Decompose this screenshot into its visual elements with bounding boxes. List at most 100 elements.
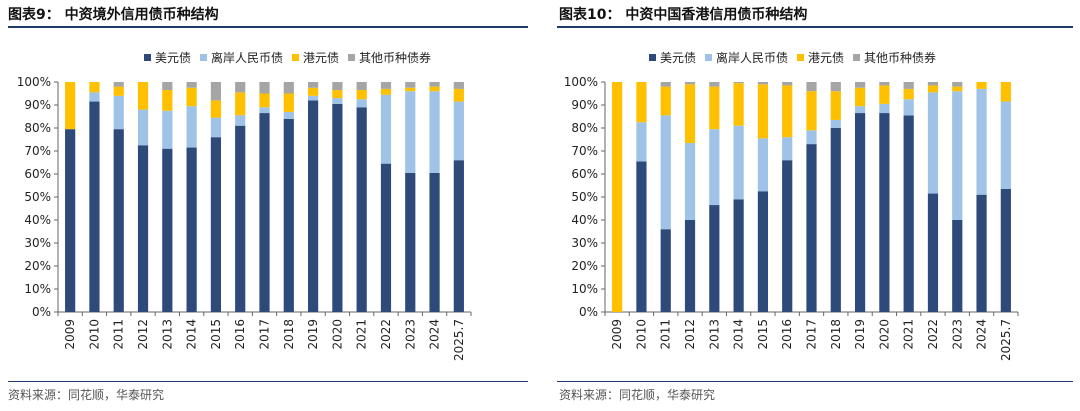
x-tick-label: 2020: [877, 319, 891, 350]
legend-label: 其他币种债券: [359, 50, 431, 65]
x-tick-label: 2021: [902, 319, 916, 350]
bar-segment-usd: [332, 103, 343, 312]
bar-segment-usd: [65, 129, 76, 312]
bar-segment-hkd: [830, 91, 841, 120]
bar-segment-hkd: [332, 90, 343, 99]
bar-segment-other: [660, 82, 671, 87]
bar-segment-usd: [283, 118, 294, 312]
bar-segment-other: [259, 82, 270, 94]
x-tick-label: 2023: [403, 319, 417, 350]
y-tick-label: 50%: [571, 190, 598, 204]
title-divider: [557, 26, 1073, 28]
y-tick-label: 80%: [24, 121, 51, 135]
bar-segment-other: [854, 82, 866, 88]
x-tick-label: 2018: [829, 319, 843, 350]
source-note: 资料来源：同花顺，华泰研究: [8, 388, 165, 402]
y-tick-label: 40%: [571, 213, 598, 227]
stacked-bar-chart-hongkong: 美元债 离岸人民币债 港元债 其他币种债券 0% 10% 20% 30% 40% 50% 60% 70…: [564, 50, 1019, 361]
bar-segment-other: [429, 82, 440, 87]
y-tick-label: 10%: [24, 282, 51, 296]
bar-segment-usd: [879, 113, 890, 312]
bar-segment-hkd: [782, 85, 793, 138]
bar-segment-usd: [453, 160, 464, 312]
legend-item: 其他币种债券: [348, 50, 431, 65]
bar-segment-cnh: [660, 115, 671, 230]
bar-segment-hkd: [283, 93, 294, 112]
bar-segment-hkd: [952, 86, 963, 92]
bar-segment-usd: [210, 137, 222, 312]
bar-segment-cnh: [89, 92, 100, 102]
bar-segment-usd: [162, 148, 173, 312]
x-tick-label: 2017: [805, 319, 819, 350]
chart-panel-left: 图表9： 中资境外信用债币种结构 美元债 离岸人民币债 港元债 其他币种债券 0% 10%…: [0, 0, 528, 411]
y-tick-label: 50%: [24, 190, 51, 204]
bar-segment-cnh: [976, 88, 987, 195]
legend-item: 其他币种债券: [853, 50, 936, 65]
bar-segment-usd: [952, 220, 963, 312]
bar-segment-other: [879, 82, 890, 86]
bar-segment-usd: [137, 145, 149, 312]
bar-segment-usd: [380, 163, 392, 312]
y-tick-label: 80%: [571, 121, 598, 135]
y-tick-label: 20%: [24, 259, 51, 273]
source-divider: [557, 381, 1073, 382]
x-tick-label: 2016: [780, 319, 794, 350]
bar-segment-usd: [429, 172, 440, 312]
bar-segment-other: [210, 82, 222, 101]
bar-segment-other: [952, 82, 963, 87]
y-tick-label: 30%: [24, 236, 51, 250]
bar-segment-cnh: [782, 137, 793, 161]
bar-segment-other: [235, 82, 246, 93]
bar-segment-cnh: [733, 125, 744, 200]
bar-segment-usd: [307, 100, 319, 313]
bar-segment-usd: [89, 101, 100, 312]
bar-segment-hkd: [660, 86, 671, 116]
x-tick-label: 2022: [926, 319, 940, 350]
bar-segment-usd: [903, 115, 914, 312]
bar-segment-hkd: [879, 85, 890, 104]
x-tick-label: 2025.7: [999, 319, 1013, 361]
bar-segment-hkd: [235, 92, 246, 116]
x-tick-label: 2011: [112, 319, 126, 350]
bar-segment-cnh: [879, 103, 890, 114]
x-tick-label: 2019: [306, 319, 320, 350]
bar-segment-usd: [684, 220, 696, 312]
legend-swatch: [853, 54, 860, 61]
bar-segment-cnh: [162, 110, 173, 149]
legend-label: 港元债: [808, 51, 844, 65]
stacked-bar-chart-offshore: 美元债 离岸人民币债 港元债 其他币种债券 0% 10% 20% 30% 40% 50% 60% 70…: [17, 50, 472, 361]
x-tick-label: 2009: [63, 319, 77, 350]
bar-segment-hkd: [636, 82, 647, 123]
bar-segment-other: [782, 82, 793, 86]
bar-segment-cnh: [1000, 101, 1011, 189]
bar-segment-other: [684, 82, 696, 85]
x-tick-label: 2018: [282, 319, 296, 350]
legend-swatch: [348, 54, 355, 61]
source-divider: [8, 381, 528, 382]
bar-segment-cnh: [830, 119, 841, 128]
bar-segment-cnh: [210, 117, 222, 138]
legend-swatch: [705, 54, 712, 61]
x-tick-label: 2025.7: [452, 319, 466, 361]
bar-segment-cnh: [709, 129, 720, 206]
source-note: 资料来源：同花顺，华泰研究: [559, 388, 716, 402]
y-tick-label: 90%: [24, 98, 51, 112]
bar-segment-other: [927, 82, 939, 86]
legend-label: 离岸人民币债: [716, 50, 788, 65]
y-tick-label: 0%: [579, 305, 598, 319]
chart-title: 图表10： 中资中国香港信用债币种结构: [559, 7, 808, 23]
bar-segment-other: [380, 82, 392, 89]
bar-segment-other: [830, 82, 841, 92]
bar-segment-hkd: [405, 87, 416, 92]
bar-segment-usd: [259, 113, 270, 312]
bar-segment-hkd: [89, 82, 100, 93]
bar-segment-hkd: [162, 90, 173, 111]
bar-segment-other: [405, 82, 416, 88]
bar-segment-cnh: [137, 109, 149, 146]
x-tick-label: 2015: [209, 319, 223, 350]
bar-segment-usd: [733, 199, 744, 312]
legend-item: 美元债: [649, 51, 696, 65]
bar-segment-hkd: [113, 86, 124, 96]
bar-segment-cnh: [186, 106, 197, 148]
x-tick-label: 2015: [756, 319, 770, 350]
